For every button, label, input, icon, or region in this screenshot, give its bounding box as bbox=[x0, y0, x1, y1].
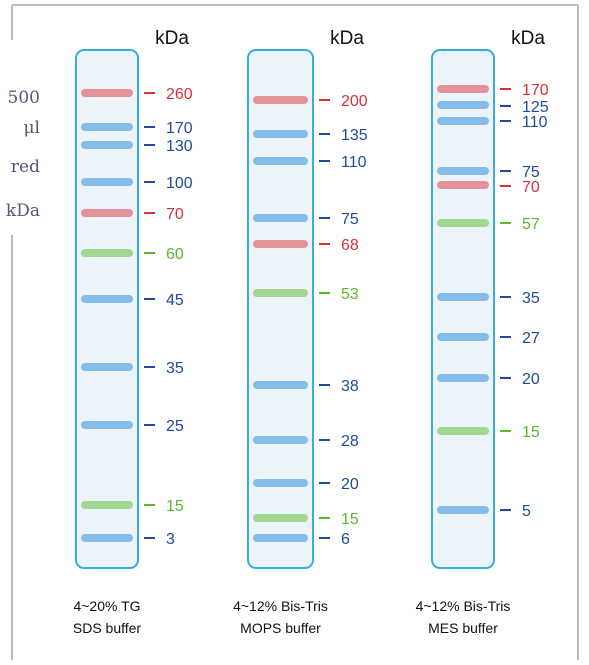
marker-label: 25 bbox=[166, 418, 184, 435]
band bbox=[253, 289, 308, 297]
marker-label: 20 bbox=[341, 476, 359, 493]
band bbox=[253, 96, 308, 104]
band bbox=[253, 240, 308, 248]
marker-label: 6 bbox=[341, 531, 350, 548]
marker-label: 15 bbox=[166, 498, 184, 515]
side-note: 500 bbox=[8, 88, 40, 108]
lane-caption: SDS buffer bbox=[73, 620, 142, 636]
band bbox=[81, 295, 133, 303]
marker-label: 15 bbox=[522, 424, 540, 441]
marker-label: 110 bbox=[522, 114, 548, 131]
side-note: kDa bbox=[6, 201, 40, 221]
marker-label: 3 bbox=[166, 531, 175, 548]
band bbox=[437, 117, 489, 125]
lane-caption: 4~12% Bis-Tris bbox=[416, 598, 511, 614]
marker-label: 100 bbox=[166, 175, 193, 192]
unit-label: kDa bbox=[155, 28, 189, 49]
band bbox=[81, 249, 133, 257]
marker-label: 35 bbox=[166, 360, 184, 377]
band bbox=[81, 534, 133, 542]
marker-label: 35 bbox=[522, 290, 540, 307]
marker-label: 70 bbox=[166, 206, 184, 223]
band bbox=[81, 421, 133, 429]
marker-label: 20 bbox=[522, 371, 540, 388]
marker-label: 260 bbox=[166, 86, 193, 103]
marker-label: 53 bbox=[341, 286, 359, 303]
marker-label: 125 bbox=[522, 99, 549, 116]
marker-label: 110 bbox=[341, 154, 367, 171]
unit-label: kDa bbox=[330, 28, 364, 49]
marker-label: 75 bbox=[522, 164, 540, 181]
marker-label: 45 bbox=[166, 292, 184, 309]
lane-caption: MES buffer bbox=[428, 620, 498, 636]
band bbox=[437, 101, 489, 109]
marker-label: 75 bbox=[341, 211, 359, 228]
marker-label: 27 bbox=[522, 330, 540, 347]
gel-lane bbox=[247, 49, 314, 569]
marker-label: 170 bbox=[166, 120, 193, 137]
band bbox=[437, 427, 489, 435]
band bbox=[253, 130, 308, 138]
lane-caption: MOPS buffer bbox=[240, 620, 321, 636]
band bbox=[81, 363, 133, 371]
marker-label: 5 bbox=[522, 503, 531, 520]
band bbox=[81, 141, 133, 149]
band bbox=[253, 479, 308, 487]
band bbox=[253, 381, 308, 389]
band bbox=[437, 506, 489, 514]
marker-label: 15 bbox=[341, 511, 359, 528]
marker-label: 135 bbox=[341, 127, 368, 144]
marker-label: 57 bbox=[522, 216, 540, 233]
side-note: μl bbox=[24, 118, 41, 138]
lane-caption: 4~20% TG bbox=[73, 598, 140, 614]
band bbox=[437, 293, 489, 301]
gel-lane bbox=[431, 49, 495, 569]
marker-label: 60 bbox=[166, 246, 184, 263]
band bbox=[253, 514, 308, 522]
band bbox=[81, 209, 133, 217]
band bbox=[81, 123, 133, 131]
unit-label: kDa bbox=[511, 28, 545, 49]
band bbox=[437, 167, 489, 175]
band bbox=[437, 181, 489, 189]
marker-label: 70 bbox=[522, 179, 540, 196]
band bbox=[253, 534, 308, 542]
side-note: red bbox=[11, 157, 40, 177]
band bbox=[437, 85, 489, 93]
band bbox=[81, 178, 133, 186]
band bbox=[437, 219, 489, 227]
lane-caption: 4~12% Bis-Tris bbox=[233, 598, 328, 614]
band bbox=[253, 157, 308, 165]
band bbox=[253, 214, 308, 222]
marker-label: 28 bbox=[341, 433, 359, 450]
marker-label: 38 bbox=[341, 378, 359, 395]
band bbox=[253, 436, 308, 444]
band bbox=[81, 501, 133, 509]
band bbox=[437, 333, 489, 341]
band bbox=[81, 89, 133, 97]
band bbox=[437, 374, 489, 382]
marker-label: 68 bbox=[341, 237, 359, 254]
marker-label: 170 bbox=[522, 82, 549, 99]
marker-label: 130 bbox=[166, 138, 193, 155]
marker-label: 200 bbox=[341, 93, 368, 110]
